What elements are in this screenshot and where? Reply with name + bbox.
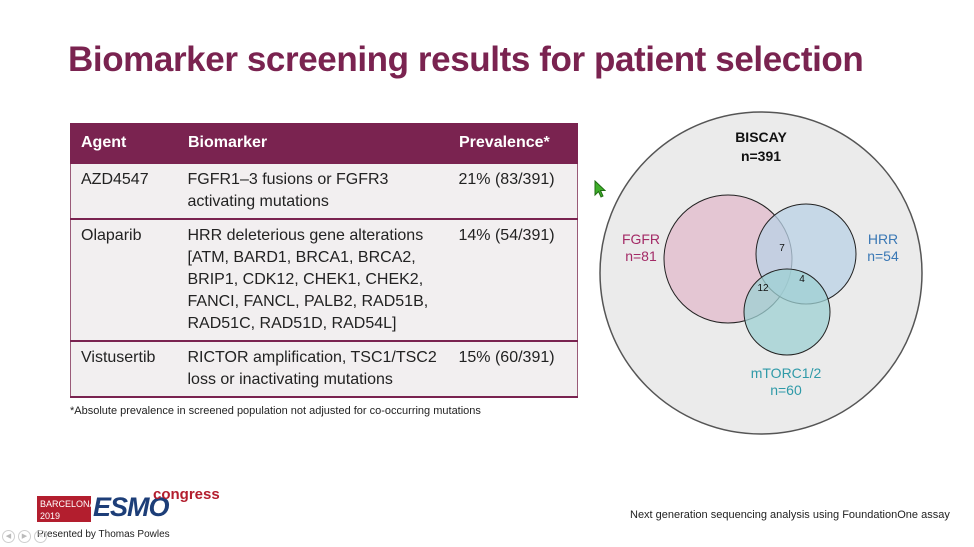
logo-mark: ESMO: [93, 492, 170, 522]
mouse-cursor-icon: [594, 180, 606, 198]
header-biomarker: Biomarker: [177, 123, 449, 164]
agent-cell: AZD4547: [70, 162, 178, 220]
agent-cell: Vistusertib: [70, 340, 178, 398]
overlap-fgfr-hrr: 7: [779, 243, 785, 254]
biomarker-table: Agent Biomarker Prevalence* AZD4547 FGFR…: [70, 123, 578, 398]
hrr-label-n: n=54: [867, 248, 899, 264]
table-row: Olaparib HRR deleterious gene alteration…: [70, 218, 578, 342]
prevalence-cell: 21% (83/391): [448, 162, 578, 220]
prevalence-cell: 14% (54/391): [448, 218, 578, 342]
circle-mtorc: [743, 268, 831, 356]
prevalence-cell: 15% (60/391): [448, 340, 578, 398]
next-slide-icon[interactable]: ▶: [18, 530, 31, 543]
table-header-row: Agent Biomarker Prevalence*: [70, 123, 578, 164]
outer-label-name: BISCAY: [735, 129, 787, 145]
prev-slide-icon[interactable]: ◀: [2, 530, 15, 543]
mtorc-label-name: mTORC1/2: [751, 365, 822, 381]
hrr-label-name: HRR: [868, 231, 898, 247]
logo-city-badge: BARCELONA 2019: [37, 496, 96, 522]
overlap-fgfr-mtorc: 12: [757, 283, 769, 294]
biomarker-cell: HRR deleterious gene alterations [ATM, B…: [177, 218, 449, 342]
logo-city: BARCELONA: [40, 499, 96, 509]
pen-icon[interactable]: ✎: [34, 530, 47, 543]
header-agent: Agent: [70, 123, 178, 164]
table-row: AZD4547 FGFR1–3 fusions or FGFR3 activat…: [70, 162, 578, 220]
table-footnote: *Absolute prevalence in screened populat…: [70, 405, 481, 417]
assay-note: Next generation sequencing analysis usin…: [630, 509, 950, 521]
biomarker-cell: RICTOR amplification, TSC1/TSC2 loss or …: [177, 340, 449, 398]
venn-diagram: BISCAY n=391 FGFR n=81 HRR n=54 mTORC1/2…: [599, 111, 923, 435]
esmo-logo: BARCELONA 2019 ESMO congress: [37, 486, 220, 524]
biomarker-cell: FGFR1–3 fusions or FGFR3 activating muta…: [177, 162, 449, 220]
agent-cell: Olaparib: [70, 218, 178, 342]
fgfr-label-name: FGFR: [622, 231, 660, 247]
fgfr-label-n: n=81: [625, 248, 657, 264]
header-prevalence: Prevalence*: [448, 123, 578, 164]
outer-label-n: n=391: [741, 148, 781, 164]
overlap-hrr-mtorc: 4: [799, 274, 805, 285]
logo-year: 2019: [40, 511, 61, 521]
slide-title: Biomarker screening results for patient …: [68, 40, 864, 79]
mtorc-label-n: n=60: [770, 382, 802, 398]
logo-sub: congress: [153, 486, 220, 503]
table-row: Vistusertib RICTOR amplification, TSC1/T…: [70, 340, 578, 398]
slide-nav-controls: ◀ ▶ ✎: [2, 530, 47, 543]
presenter-credit: Presented by Thomas Powles: [37, 529, 170, 540]
